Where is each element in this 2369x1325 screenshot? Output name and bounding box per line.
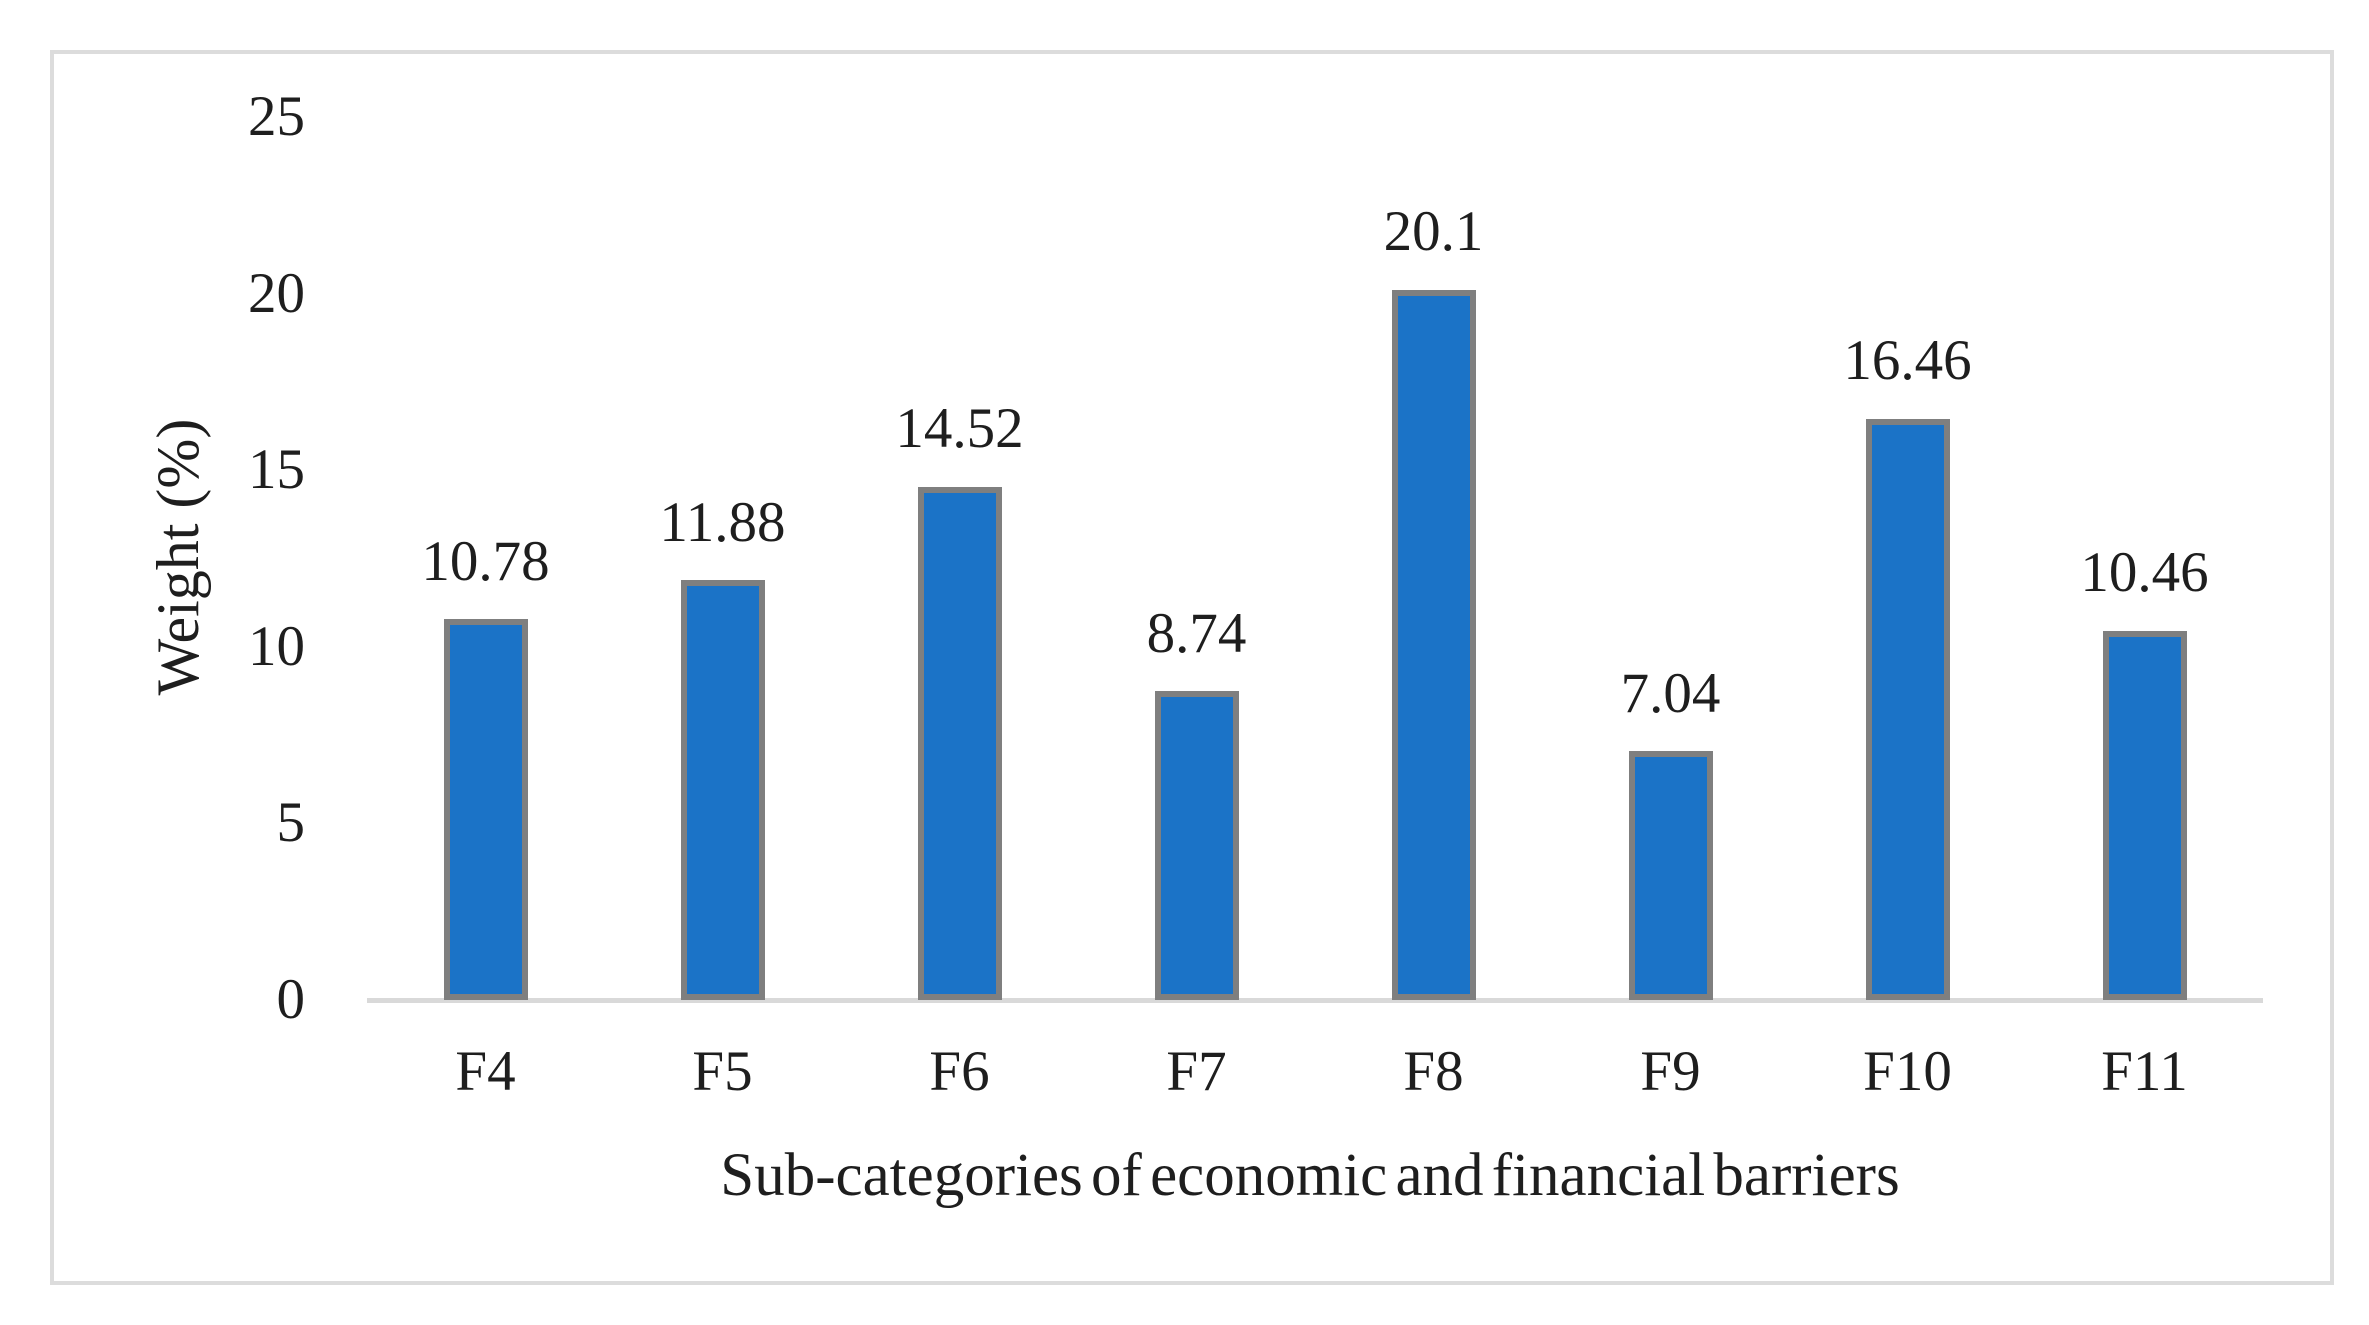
bar-F9: [1628, 751, 1713, 1000]
y-tick-label: 0: [276, 968, 306, 1031]
x-tick-label-F8: F8: [1403, 1040, 1464, 1103]
x-tick-label-F6: F6: [929, 1040, 990, 1103]
bar-value-label: 10.78: [421, 529, 550, 593]
x-tick-label-F9: F9: [1640, 1040, 1701, 1103]
bar-value-label: 20.1: [1383, 200, 1484, 264]
bar-value-label: 8.74: [1146, 601, 1247, 665]
bar-value-label: 11.88: [659, 490, 786, 554]
y-tick-label: 10: [248, 614, 305, 678]
bar-value-label: 7.04: [1620, 661, 1721, 725]
x-axis-title: Sub-categories of economic and financial…: [720, 1142, 1900, 1209]
bar-F11: [2102, 630, 2187, 1000]
x-axis-line: [367, 998, 2263, 1003]
y-tick-label: 20: [248, 261, 305, 325]
bar-F8: [1391, 290, 1476, 1000]
bar-F5: [680, 580, 765, 1000]
bar-F7: [1154, 691, 1239, 1000]
y-tick-label: 5: [276, 791, 306, 855]
bar-value-label: 16.46: [1843, 328, 1972, 392]
x-tick-label-F5: F5: [692, 1040, 753, 1103]
bar-F4: [443, 619, 528, 1000]
bar-value-label: 10.46: [2080, 540, 2209, 604]
y-tick-label: 25: [248, 85, 305, 148]
bar-F10: [1865, 418, 1950, 1000]
x-tick-label-F4: F4: [455, 1040, 516, 1103]
bar-F6: [917, 487, 1002, 1000]
bar-value-label: 14.52: [895, 397, 1024, 461]
x-tick-label-F10: F10: [1863, 1040, 1952, 1103]
chart-border-frame: [50, 50, 2334, 1285]
x-tick-label-F11: F11: [2101, 1040, 2188, 1103]
x-tick-label-F7: F7: [1166, 1040, 1227, 1103]
y-tick-label: 15: [248, 438, 305, 502]
